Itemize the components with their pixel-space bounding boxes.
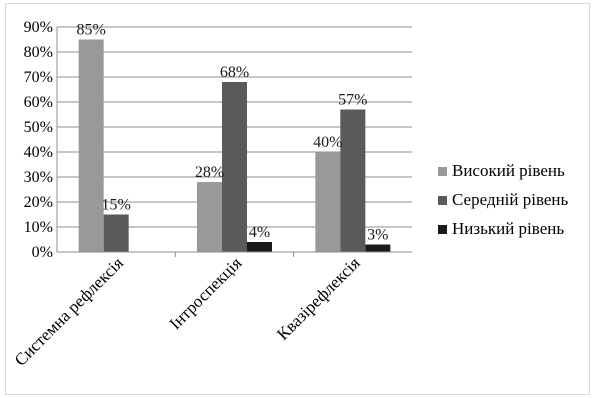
bar [365,244,391,252]
y-tick-label: 20% [24,194,53,211]
data-labels: 85% 15% 28% 68% 4% 40% 57% 3% [77,22,389,244]
data-label: 28% [195,164,224,181]
legend-swatch [438,196,447,205]
bar [197,182,222,252]
y-tick-label: 60% [24,94,53,111]
y-tick-label: 30% [24,169,53,186]
legend-label: Низький рівень [452,219,564,238]
x-category-label: Системна рефлексія [11,253,127,369]
y-tick-label: 10% [24,219,53,236]
bar [103,214,129,252]
y-tick-label: 0% [32,244,53,261]
y-axis: 0% 10% 20% 30% 40% 50% 60% 70% 80% 90% [24,19,58,261]
y-tick-label: 40% [24,144,53,161]
bar [340,109,366,252]
x-category-label: Інтроспекція [165,253,245,333]
x-axis: Системна рефлексія Інтроспекція Квазірефле… [11,251,412,370]
data-label: 4% [249,224,270,241]
data-label: 57% [338,92,367,109]
bar [222,82,247,252]
legend-swatch [438,167,447,176]
data-label: 3% [367,227,388,244]
y-tick-label: 50% [24,119,53,136]
legend-label: Високий рівень [452,161,565,180]
bars [78,39,391,252]
bar [78,39,104,252]
legend-label: Середній рівень [452,190,569,209]
data-label: 40% [313,134,342,151]
y-tick-label: 70% [24,69,53,86]
bar [315,152,341,252]
data-label: 15% [102,197,131,214]
x-category-label: Квазірефлексія [273,253,364,344]
data-label: 85% [77,22,106,39]
legend-swatch [438,225,447,234]
y-tick-label: 80% [24,44,53,61]
legend: Високий рівень Середній рівень Низький рів… [438,161,569,238]
y-tick-label: 90% [24,19,53,36]
bar [247,242,272,252]
data-label: 68% [220,64,249,81]
